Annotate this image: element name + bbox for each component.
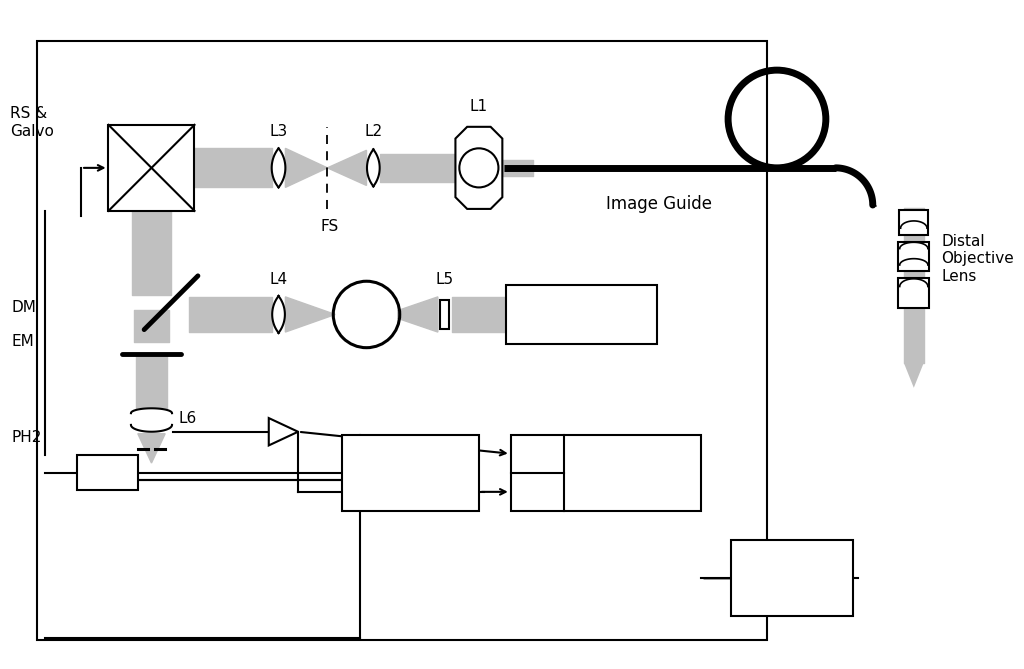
Bar [506, 285, 657, 344]
Polygon shape [367, 149, 380, 187]
Polygon shape [286, 297, 335, 332]
Text: Video
Display: Video Display [764, 562, 820, 595]
Polygon shape [268, 418, 298, 446]
Bar [440, 300, 450, 329]
Text: L4: L4 [269, 272, 288, 287]
Polygon shape [286, 149, 328, 187]
Bar [899, 210, 929, 235]
Text: Image Guide: Image Guide [606, 195, 712, 213]
Bar [730, 541, 853, 616]
Text: FS: FS [321, 219, 339, 233]
Text: VC: VC [527, 484, 548, 499]
Text: EM: EM [11, 334, 35, 349]
Text: APD: APD [92, 466, 123, 480]
Text: RS & Galvo
Driver: RS & Galvo Driver [368, 456, 454, 489]
Bar [898, 242, 930, 272]
Polygon shape [397, 297, 438, 332]
Polygon shape [271, 149, 286, 187]
Text: L1: L1 [470, 99, 488, 114]
Bar [342, 435, 479, 511]
Text: L6: L6 [179, 411, 197, 425]
Polygon shape [272, 296, 285, 333]
Text: FG: FG [527, 446, 548, 461]
Text: L5: L5 [435, 272, 454, 287]
Text: Laser: Laser [557, 306, 606, 324]
Polygon shape [904, 363, 924, 388]
Text: RS &
Galvo: RS & Galvo [10, 106, 53, 138]
Polygon shape [456, 127, 503, 209]
Bar [37, 41, 767, 640]
Text: L3: L3 [269, 124, 288, 138]
Bar [77, 455, 138, 490]
Bar [898, 278, 930, 308]
Bar [511, 435, 701, 511]
Polygon shape [328, 151, 367, 185]
Polygon shape [131, 408, 172, 432]
Text: DM: DM [11, 300, 37, 315]
Text: L2: L2 [365, 124, 382, 138]
Text: Distal
Objective
Lens: Distal Objective Lens [941, 234, 1014, 284]
Text: PH2: PH2 [11, 430, 42, 446]
Bar [109, 125, 195, 211]
Text: Computer: Computer [592, 464, 674, 482]
Polygon shape [138, 434, 165, 463]
